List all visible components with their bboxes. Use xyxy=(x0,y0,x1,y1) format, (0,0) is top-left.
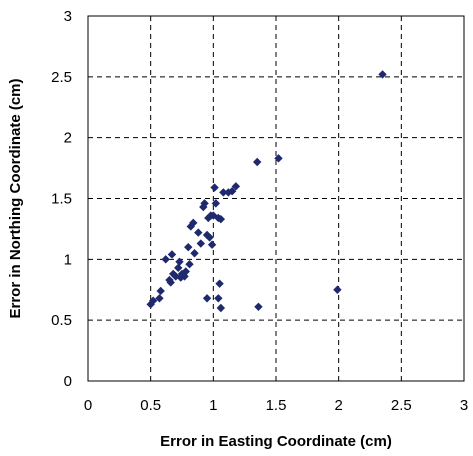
data-point xyxy=(214,294,223,303)
data-point xyxy=(196,239,205,248)
data-point xyxy=(194,228,203,237)
data-point xyxy=(205,233,214,242)
y-tick-label: 1.5 xyxy=(51,191,72,208)
data-point xyxy=(219,188,228,197)
data-point xyxy=(274,154,283,163)
data-point xyxy=(167,250,177,259)
data-point xyxy=(184,242,193,252)
data-point xyxy=(253,157,262,167)
data-point xyxy=(185,260,194,269)
x-tick-label: 2 xyxy=(334,397,342,414)
data-point xyxy=(231,182,241,191)
data-point xyxy=(148,296,158,305)
data-point xyxy=(210,183,219,192)
data-point xyxy=(155,294,164,303)
data-point xyxy=(215,279,224,288)
y-tick-label: 2.5 xyxy=(51,69,72,86)
x-tick-label: 0.5 xyxy=(140,397,161,414)
data-point xyxy=(216,303,226,313)
tick-labels: 0 0.5 1 1.5 2 2.5 3 0 0.5 1 1.5 2 2.5 3 xyxy=(51,8,468,414)
data-point xyxy=(175,257,184,266)
data-point xyxy=(171,272,180,281)
data-point xyxy=(254,302,263,311)
y-tick-label: 1 xyxy=(64,251,72,268)
x-tick-label: 2.5 xyxy=(391,397,412,414)
data-point xyxy=(199,202,208,212)
data-point xyxy=(333,285,342,294)
data-point xyxy=(207,240,217,249)
data-points xyxy=(146,70,387,313)
data-point xyxy=(166,278,175,287)
grid-lines xyxy=(88,16,464,381)
y-axis-title: Error in Northing Coordinate (cm) xyxy=(7,78,24,318)
data-point xyxy=(378,70,387,79)
data-point xyxy=(189,218,198,228)
data-point xyxy=(216,214,226,224)
y-tick-label: 0 xyxy=(64,373,72,390)
data-point xyxy=(200,199,209,208)
data-point xyxy=(181,267,190,276)
x-tick-label: 1.5 xyxy=(266,397,287,414)
y-tick-label: 3 xyxy=(64,8,72,25)
data-point xyxy=(190,249,199,258)
y-tick-label: 2 xyxy=(64,130,72,147)
y-tick-label: 0.5 xyxy=(51,312,72,329)
data-point xyxy=(202,294,212,303)
x-tick-label: 1 xyxy=(209,397,217,414)
data-point xyxy=(211,199,221,208)
data-point xyxy=(156,286,165,296)
x-tick-label: 3 xyxy=(460,397,468,414)
plot-area-frame xyxy=(87,15,465,382)
data-point xyxy=(174,263,183,273)
x-tick-label: 0 xyxy=(84,397,92,414)
data-point xyxy=(227,187,237,196)
x-axis-title: Error in Easting Coordinate (cm) xyxy=(160,433,392,450)
data-point xyxy=(161,255,170,264)
